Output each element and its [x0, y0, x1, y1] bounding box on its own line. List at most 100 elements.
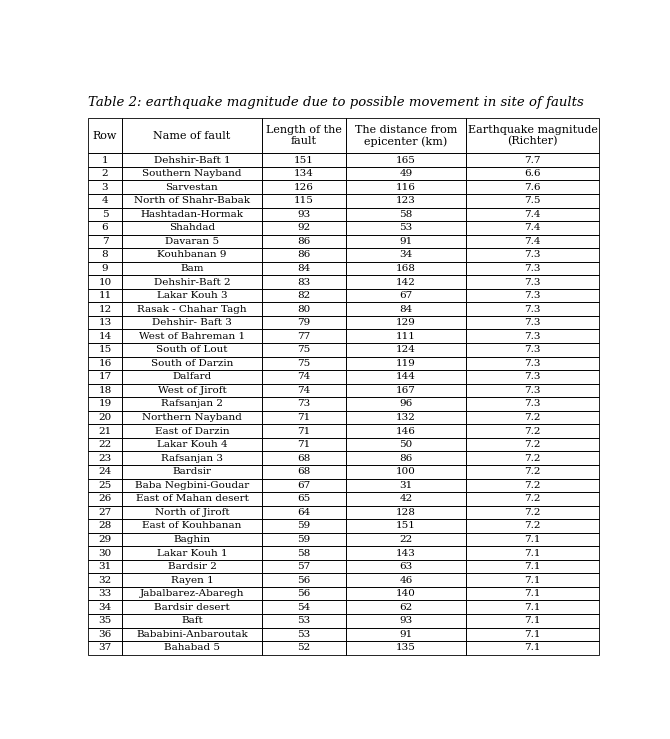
Text: North of Shahr-Babak: North of Shahr-Babak [134, 197, 250, 205]
Text: Northern Nayband: Northern Nayband [142, 413, 242, 422]
Bar [261, 573, 346, 587]
Text: 144: 144 [396, 372, 416, 381]
Bar [123, 573, 261, 587]
Bar [123, 302, 261, 316]
Bar [123, 154, 261, 167]
Bar [261, 398, 346, 411]
Bar [261, 505, 346, 520]
Bar [466, 208, 599, 221]
Text: 17: 17 [98, 372, 112, 381]
Bar [261, 262, 346, 276]
Text: 128: 128 [396, 508, 416, 517]
Text: 9: 9 [102, 264, 109, 273]
Bar [466, 452, 599, 465]
Bar [346, 167, 466, 180]
Bar [346, 289, 466, 302]
Text: 71: 71 [297, 426, 310, 435]
Text: 7.4: 7.4 [525, 210, 541, 219]
Bar [346, 601, 466, 614]
Text: Kouhbanan 9: Kouhbanan 9 [157, 251, 226, 259]
Text: 15: 15 [98, 345, 112, 354]
Bar [123, 221, 261, 235]
Bar [261, 167, 346, 180]
Text: 82: 82 [297, 291, 310, 300]
Bar [261, 438, 346, 452]
Bar [123, 208, 261, 221]
Text: 62: 62 [399, 603, 413, 612]
Text: 84: 84 [297, 264, 310, 273]
Bar [466, 248, 599, 262]
Text: 34: 34 [399, 251, 413, 259]
Bar [123, 424, 261, 438]
Text: Baghin: Baghin [174, 535, 210, 544]
Bar [346, 248, 466, 262]
Text: 52: 52 [297, 644, 310, 653]
Text: 58: 58 [399, 210, 413, 219]
Text: 151: 151 [396, 522, 416, 531]
Text: 7.1: 7.1 [525, 576, 541, 585]
Text: 79: 79 [297, 319, 310, 327]
Text: 28: 28 [98, 522, 112, 531]
Text: 124: 124 [396, 345, 416, 354]
Bar [123, 492, 261, 505]
Text: Dehshir-Baft 2: Dehshir-Baft 2 [153, 278, 230, 287]
Bar [123, 384, 261, 398]
Text: 167: 167 [396, 386, 416, 395]
Bar [346, 276, 466, 289]
Text: 27: 27 [98, 508, 112, 517]
Text: Table 2: earthquake magnitude due to possible movement in site of faults: Table 2: earthquake magnitude due to pos… [88, 96, 584, 109]
Bar [466, 370, 599, 384]
Text: Southern Nayband: Southern Nayband [142, 169, 242, 178]
Bar [346, 316, 466, 330]
Text: 53: 53 [399, 223, 413, 232]
Bar [88, 533, 123, 546]
Text: 7.2: 7.2 [525, 454, 541, 463]
Bar [466, 465, 599, 479]
Text: Lakar Kouh 4: Lakar Kouh 4 [157, 440, 227, 449]
Bar [88, 248, 123, 262]
Text: 18: 18 [98, 386, 112, 395]
Bar [466, 573, 599, 587]
Bar [466, 614, 599, 627]
Bar [466, 221, 599, 235]
Bar [88, 384, 123, 398]
Text: Bahabad 5: Bahabad 5 [164, 644, 220, 653]
Text: 33: 33 [98, 589, 112, 598]
Bar [466, 424, 599, 438]
Text: 7.1: 7.1 [525, 589, 541, 598]
Bar [466, 641, 599, 655]
Text: 14: 14 [98, 332, 112, 341]
Text: 96: 96 [399, 400, 413, 409]
Text: 49: 49 [399, 169, 413, 178]
Bar [466, 384, 599, 398]
Bar [261, 370, 346, 384]
Text: 36: 36 [98, 630, 112, 638]
Text: 12: 12 [98, 304, 112, 313]
Text: 7: 7 [102, 237, 109, 246]
Bar [123, 546, 261, 560]
Bar [346, 398, 466, 411]
Text: 7.4: 7.4 [525, 223, 541, 232]
Text: 37: 37 [98, 644, 112, 653]
Bar [261, 411, 346, 424]
Text: Dehshir-Baft 1: Dehshir-Baft 1 [153, 156, 230, 165]
Bar [88, 424, 123, 438]
Text: Baba Negbini-Goudar: Baba Negbini-Goudar [135, 481, 249, 490]
Text: 59: 59 [297, 535, 310, 544]
Bar [123, 533, 261, 546]
Text: 64: 64 [297, 508, 310, 517]
Text: 126: 126 [294, 183, 314, 191]
Bar [346, 118, 466, 154]
Bar [123, 520, 261, 533]
Bar [88, 262, 123, 276]
Bar [88, 573, 123, 587]
Text: 21: 21 [98, 426, 112, 435]
Text: 7.1: 7.1 [525, 630, 541, 638]
Bar [88, 221, 123, 235]
Bar [88, 180, 123, 194]
Bar [346, 533, 466, 546]
Bar [346, 370, 466, 384]
Bar [346, 438, 466, 452]
Bar [261, 492, 346, 505]
Bar [88, 235, 123, 248]
